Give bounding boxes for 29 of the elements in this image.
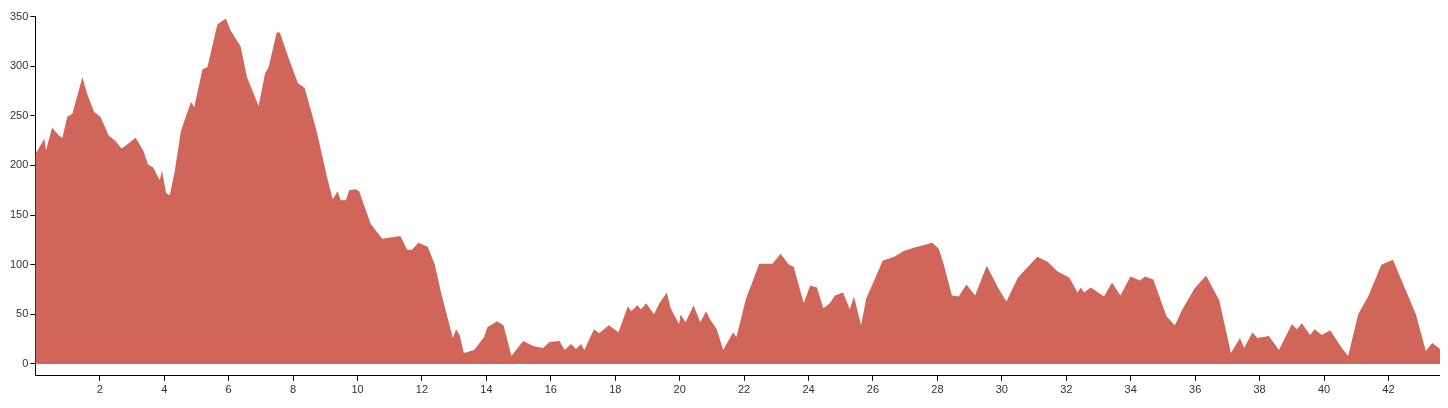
x-tick-label: 20 [673, 383, 686, 396]
x-tick-label: 30 [995, 383, 1008, 396]
x-tick-label: 24 [802, 383, 815, 396]
x-tick-label: 42 [1382, 383, 1395, 396]
x-tick-label: 10 [351, 383, 364, 396]
y-tick-label: 250 [9, 108, 29, 121]
x-tick-label: 22 [737, 383, 751, 396]
x-tick-label: 8 [290, 383, 297, 396]
x-tick-label: 12 [415, 383, 429, 396]
x-tick-label: 14 [480, 383, 493, 396]
x-tick-label: 18 [609, 383, 622, 396]
x-tick-label: 32 [1060, 383, 1073, 396]
x-tick-label: 6 [225, 383, 232, 396]
y-tick-label: 50 [16, 307, 29, 320]
y-tick-label: 300 [9, 59, 29, 72]
y-tick-label: 100 [9, 257, 29, 270]
y-tick-label: 150 [9, 208, 29, 221]
y-tick-label: 200 [9, 158, 29, 171]
y-tick-label: 0 [22, 356, 29, 369]
x-tick-label: 4 [161, 383, 168, 396]
x-tick-label: 34 [1124, 383, 1137, 396]
y-tick-label: 350 [9, 9, 29, 22]
x-tick-label: 2 [96, 383, 103, 396]
x-tick-label: 36 [1189, 383, 1202, 396]
x-tick-label: 40 [1317, 383, 1331, 396]
x-tick-label: 26 [866, 383, 880, 396]
x-tick-label: 38 [1253, 383, 1266, 396]
x-tick-label: 28 [931, 383, 944, 396]
x-tick-label: 16 [544, 383, 557, 396]
